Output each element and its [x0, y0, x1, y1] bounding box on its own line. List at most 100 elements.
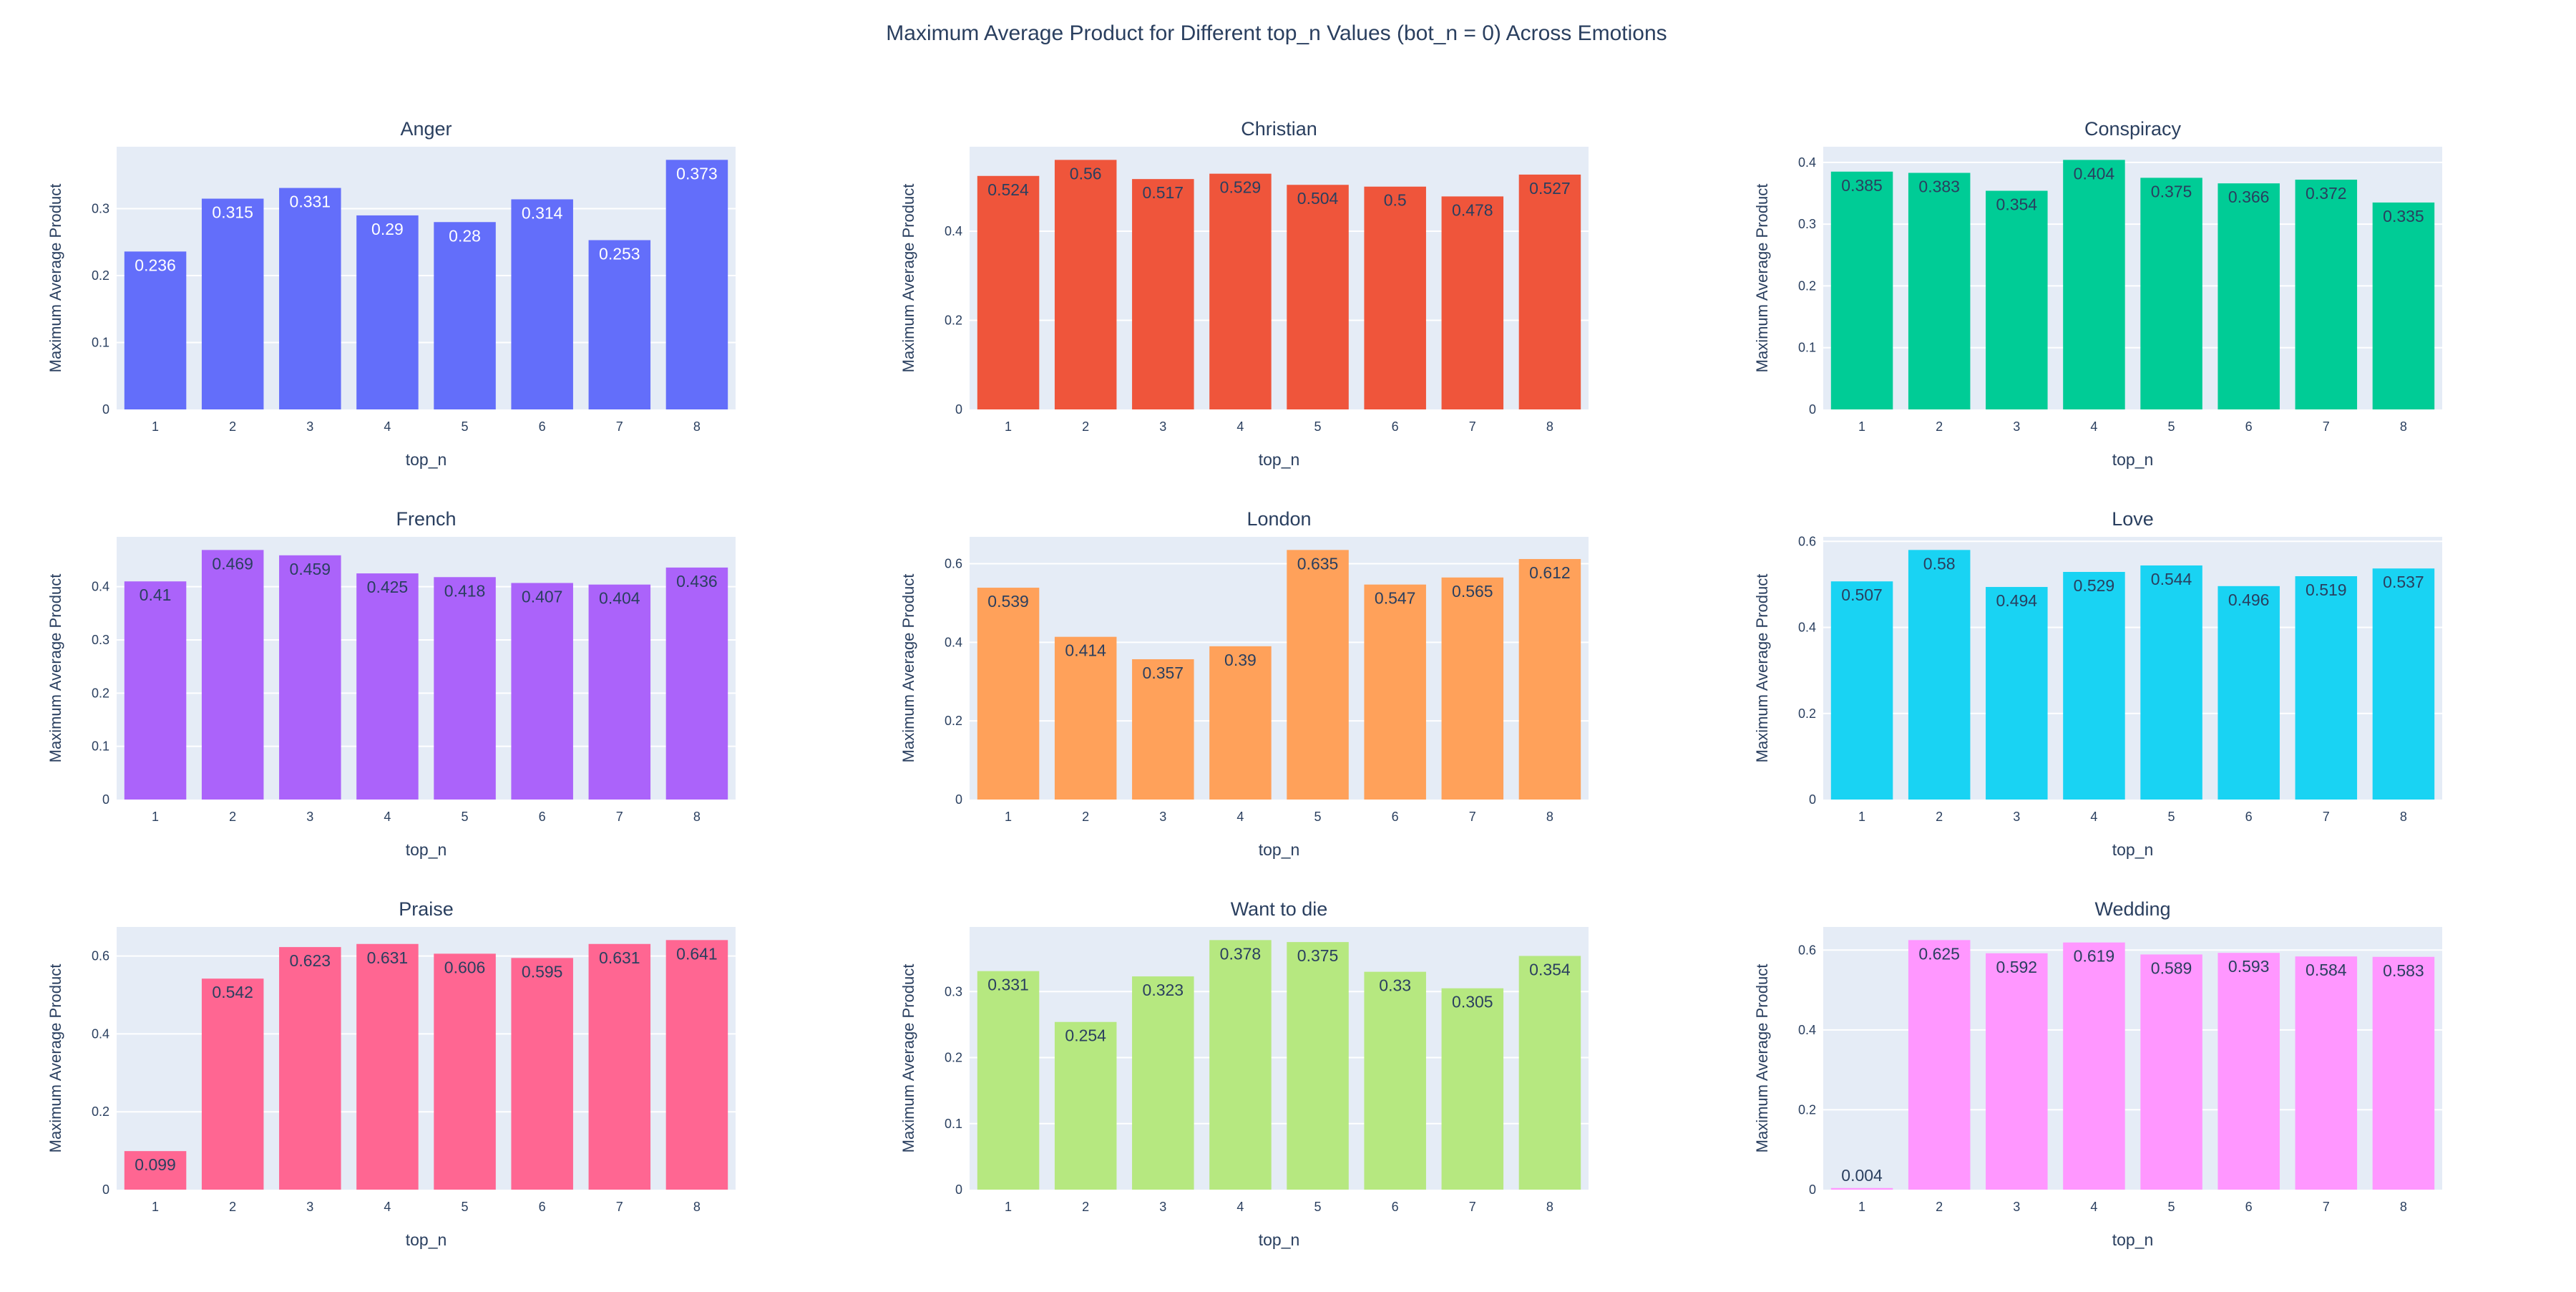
y-tick-label: 0	[102, 402, 109, 417]
subplot-title: Praise	[399, 898, 454, 920]
bar	[1986, 953, 2048, 1190]
bar-data-label: 0.593	[2228, 957, 2270, 976]
y-tick-label: 0	[1809, 792, 1816, 807]
bar-data-label: 0.418	[444, 581, 486, 600]
x-tick-label: 2	[1936, 810, 1943, 824]
bar-data-label: 0.544	[2151, 570, 2192, 588]
bar-data-label: 0.641	[676, 944, 718, 963]
bar	[1830, 171, 1893, 409]
bar-data-label: 0.625	[1918, 944, 1960, 963]
x-tick-label: 7	[1469, 419, 1476, 434]
bar	[2140, 178, 2202, 409]
y-tick-label: 0.3	[92, 202, 109, 216]
y-axis-title: Maximum Average Product	[47, 574, 64, 763]
x-tick-label: 5	[2168, 810, 2175, 824]
bar-data-label: 0.539	[987, 592, 1029, 611]
bar	[201, 978, 264, 1190]
x-axis-title: top_n	[2112, 840, 2154, 859]
bar	[1441, 196, 1504, 409]
bar-data-label: 0.404	[2074, 164, 2115, 183]
bar-data-label: 0.254	[1065, 1026, 1106, 1045]
x-tick-label: 7	[2323, 419, 2330, 434]
y-axis-title: Maximum Average Product	[47, 964, 64, 1153]
y-tick-label: 0.1	[92, 336, 109, 350]
bar-data-label: 0.404	[599, 589, 640, 608]
bar	[1132, 659, 1194, 800]
bar-data-label: 0.383	[1918, 178, 1960, 196]
x-tick-label: 8	[1546, 419, 1553, 434]
y-tick-label: 0	[955, 402, 962, 417]
x-tick-label: 8	[693, 419, 701, 434]
x-tick-label: 2	[229, 419, 236, 434]
x-tick-label: 7	[616, 810, 623, 824]
x-tick-label: 5	[1314, 810, 1322, 824]
bar	[1518, 956, 1581, 1190]
bar	[124, 581, 187, 800]
x-tick-label: 6	[2245, 1200, 2253, 1214]
subplot-wedding: 0 0.2 0.4 0.6 0.004 1 0.625 2 0.592 3 0.619 4 0.589 5…	[1753, 898, 2442, 1249]
bar-data-label: 0.542	[212, 983, 253, 1001]
x-tick-label: 8	[1546, 810, 1553, 824]
y-tick-label: 0.6	[1798, 943, 1816, 957]
bar-data-label: 0.619	[2074, 947, 2115, 966]
x-tick-label: 3	[2013, 419, 2020, 434]
x-tick-label: 8	[2400, 419, 2407, 434]
y-axis-title: Maximum Average Product	[1753, 574, 1771, 763]
y-tick-label: 0.3	[945, 984, 962, 999]
x-tick-label: 1	[1858, 810, 1865, 824]
bar	[1209, 173, 1272, 409]
bar-data-label: 0.459	[290, 560, 331, 578]
bar-data-label: 0.414	[1065, 641, 1106, 660]
bar-data-label: 0.529	[1220, 178, 1262, 197]
x-tick-label: 2	[1082, 419, 1089, 434]
bar-data-label: 0.331	[987, 976, 1029, 994]
x-axis-title: top_n	[2112, 1230, 2154, 1249]
y-tick-label: 0.2	[945, 1051, 962, 1065]
bar-data-label: 0.595	[522, 962, 563, 981]
y-axis-title: Maximum Average Product	[899, 574, 917, 763]
bar	[2372, 956, 2435, 1190]
x-tick-label: 4	[384, 1200, 391, 1214]
bar-data-label: 0.357	[1143, 664, 1184, 682]
y-tick-label: 0	[955, 792, 962, 807]
subplot-want-to-die: 0 0.1 0.2 0.3 0.331 1 0.254 2 0.323 3 0.378 4 0.375 5…	[899, 898, 1589, 1249]
bar-data-label: 0.354	[1529, 960, 1571, 978]
bar-data-label: 0.606	[444, 958, 486, 976]
bar	[279, 188, 341, 409]
x-tick-label: 3	[2013, 1200, 2020, 1214]
bar	[2218, 953, 2280, 1190]
bar	[201, 550, 264, 800]
x-tick-label: 2	[229, 1200, 236, 1214]
bar-data-label: 0.529	[2074, 576, 2115, 595]
x-tick-label: 7	[1469, 1200, 1476, 1214]
bar	[124, 1151, 187, 1190]
bar-data-label: 0.385	[1841, 176, 1883, 195]
x-tick-label: 7	[2323, 810, 2330, 824]
y-axis-title: Maximum Average Product	[1753, 184, 1771, 373]
x-tick-label: 2	[1082, 1200, 1089, 1214]
bar	[2218, 183, 2280, 409]
bar-data-label: 0.28	[449, 226, 481, 245]
x-axis-title: top_n	[1259, 840, 1300, 859]
x-tick-label: 1	[152, 1200, 159, 1214]
bar	[434, 222, 496, 409]
x-tick-label: 7	[616, 419, 623, 434]
x-tick-label: 3	[1159, 1200, 1166, 1214]
x-tick-label: 4	[384, 419, 391, 434]
bar-data-label: 0.631	[367, 948, 409, 967]
x-tick-label: 4	[1236, 419, 1244, 434]
x-tick-label: 7	[2323, 1200, 2330, 1214]
bar-data-label: 0.584	[2306, 961, 2347, 979]
bar-data-label: 0.592	[1996, 958, 2038, 976]
subplot-conspiracy: 0 0.1 0.2 0.3 0.4 0.385 1 0.383 2 0.354 3 0.404 4 0.3…	[1753, 118, 2442, 469]
bar-data-label: 0.373	[676, 164, 718, 183]
bar	[1287, 550, 1349, 800]
x-tick-label: 4	[1236, 1200, 1244, 1214]
y-tick-label: 0.2	[92, 686, 109, 700]
y-tick-label: 0.1	[945, 1117, 962, 1131]
bar	[1132, 976, 1194, 1190]
bar-data-label: 0.524	[987, 180, 1029, 199]
y-tick-label: 0.2	[92, 1104, 109, 1119]
bar	[2140, 565, 2202, 800]
bar-data-label: 0.366	[2228, 188, 2270, 206]
